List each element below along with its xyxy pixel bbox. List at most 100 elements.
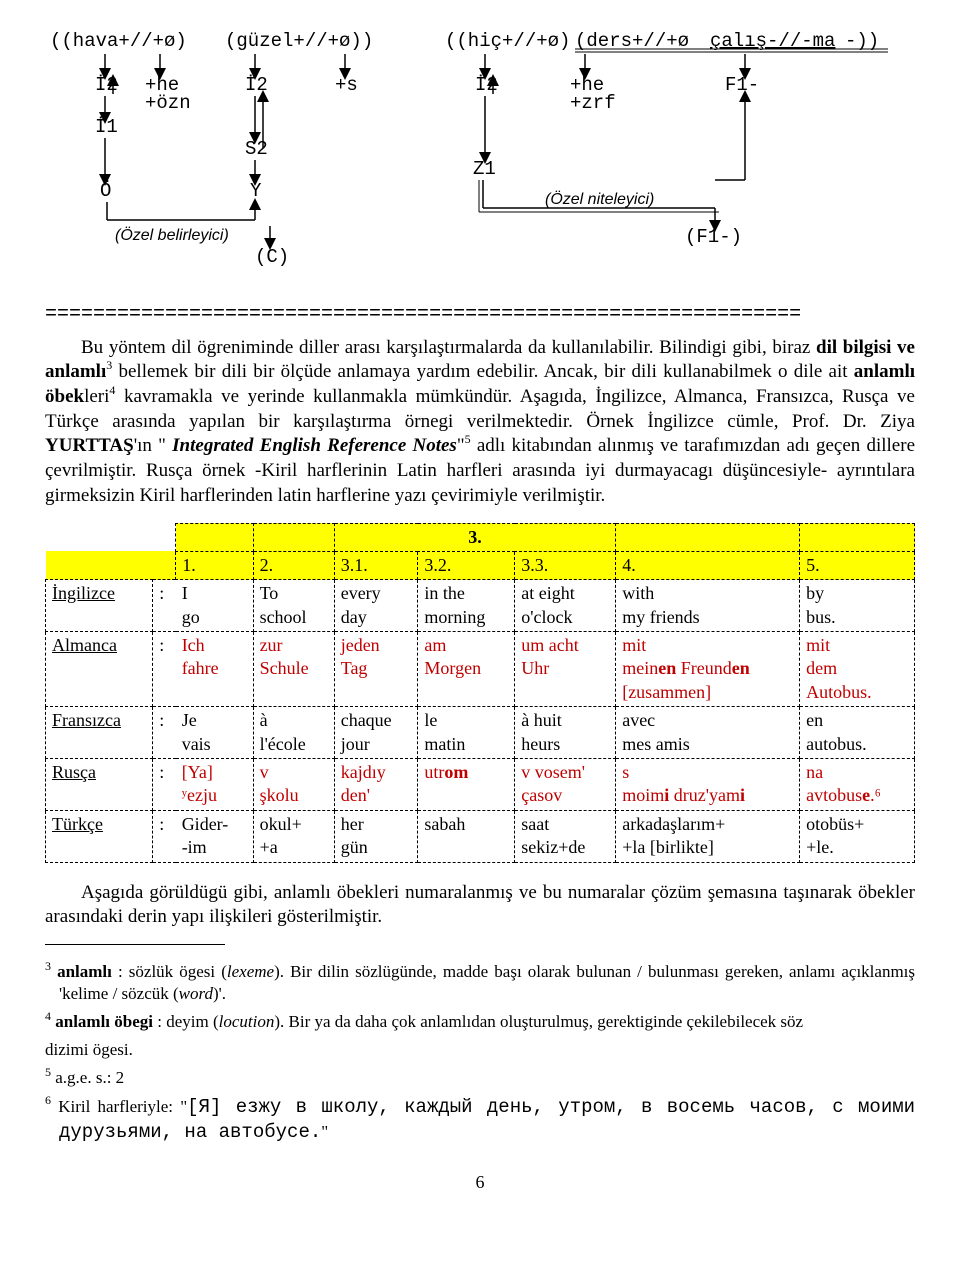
data-cell: Toschool xyxy=(253,580,334,632)
data-cell: at eighto'clock xyxy=(515,580,616,632)
syntax-diagram: ((hava+//+ø) (güzel+//+ø)) ((hiç+//+ø) (… xyxy=(45,30,915,298)
p1s2: 4 xyxy=(109,383,115,397)
svg-text:Z1: Z1 xyxy=(473,158,496,180)
p1a: Bu yöntem dil ögreniminde diller arası k… xyxy=(81,337,816,358)
data-cell: hergün xyxy=(334,810,418,862)
lang-cell: Rusça xyxy=(46,759,153,811)
lang-cell: Fransızca xyxy=(46,707,153,759)
table-header-row: 1. 2. 3.1. 3.2. 3.3. 4. 5. xyxy=(46,551,915,579)
data-cell: in themorning xyxy=(418,580,515,632)
data-cell: Igo xyxy=(176,580,253,632)
svg-text:(C): (C) xyxy=(255,246,289,268)
data-cell: amMorgen xyxy=(418,632,515,707)
footnote-3: 3 anlamlıanlamlı : sözlük ögesi ( : sözl… xyxy=(45,961,915,1005)
data-cell: Ichfahre xyxy=(176,632,253,707)
p1c: bellemek bir dili bir ölçüde anlamaya ya… xyxy=(118,361,853,382)
data-cell: saatsekiz+de xyxy=(515,810,616,862)
h4: 4. xyxy=(616,551,800,579)
fn3-i1: lexeme xyxy=(227,962,274,981)
colon-cell: : xyxy=(153,707,176,759)
data-cell: v vosem'çasov xyxy=(515,759,616,811)
h32: 3.2. xyxy=(418,551,515,579)
svg-text:+özn: +özn xyxy=(145,92,191,114)
fn4-rest: ). Bir ya da daha çok anlamlıdan oluştur… xyxy=(274,1012,803,1031)
svg-text:İ2: İ2 xyxy=(95,74,118,96)
data-cell: everyday xyxy=(334,580,418,632)
svg-text:(Özel niteleyici): (Özel niteleyici) xyxy=(545,190,654,208)
h33: 3.3. xyxy=(515,551,616,579)
data-cell: zurSchule xyxy=(253,632,334,707)
svg-text:S2: S2 xyxy=(245,138,268,160)
data-cell: vşkolu xyxy=(253,759,334,811)
svg-text:F1-: F1- xyxy=(725,74,759,96)
data-cell: utrom xyxy=(418,759,515,811)
table-row: Türkçe:Gider--imokul++ahergünsabahsaatse… xyxy=(46,810,915,862)
data-cell: sabah xyxy=(418,810,515,862)
svg-text:Y: Y xyxy=(250,180,262,202)
colon-cell: : xyxy=(153,759,176,811)
header-3: 3. xyxy=(334,523,616,551)
footnote-5: 5 a.g.e. s.: 2 xyxy=(45,1067,915,1089)
svg-text:İ2: İ2 xyxy=(245,74,268,96)
table-row: Almanca:IchfahrezurSchulejedenTagamMorge… xyxy=(46,632,915,707)
table-row: Fransızca:Jevaisàl'écolechaquejourlemati… xyxy=(46,707,915,759)
fn4-i: locution xyxy=(219,1012,275,1031)
data-cell: lematin xyxy=(418,707,515,759)
lang-cell: Türkçe xyxy=(46,810,153,862)
table-row: İngilizce:IgoToschooleverydayin themorni… xyxy=(46,580,915,632)
p1s3: 5 xyxy=(465,432,471,446)
footnote-separator xyxy=(45,944,225,945)
para-2: Aşagıda görüldügü gibi, anlamlı öbekleri… xyxy=(45,881,915,930)
p1s1: 3 xyxy=(106,358,112,372)
data-cell: okul++a xyxy=(253,810,334,862)
svg-text:Ö: Ö xyxy=(100,180,111,202)
svg-text:+zrf: +zrf xyxy=(570,92,616,114)
comparison-table: 3. 1. 2. 3.1. 3.2. 3.3. 4. 5. İngilizce:… xyxy=(45,523,915,863)
svg-text:İ1: İ1 xyxy=(95,116,118,138)
svg-text:İ2: İ2 xyxy=(475,74,498,96)
h31: 3.1. xyxy=(334,551,418,579)
svg-text:((hiç+//+ø): ((hiç+//+ø) xyxy=(445,30,570,52)
fn3-e: )'. xyxy=(213,984,226,1003)
data-cell: àl'école xyxy=(253,707,334,759)
data-cell: mitdemAutobus. xyxy=(800,632,915,707)
data-cell: bybus. xyxy=(800,580,915,632)
lang-cell: Almanca xyxy=(46,632,153,707)
section-divider: ========================================… xyxy=(45,302,915,328)
data-cell: jedenTag xyxy=(334,632,418,707)
data-cell: à huitheurs xyxy=(515,707,616,759)
data-cell: avecmes amis xyxy=(616,707,800,759)
colon-cell: : xyxy=(153,810,176,862)
page-number: 6 xyxy=(45,1171,915,1194)
data-cell: um achtUhr xyxy=(515,632,616,707)
intro-paragraph: Bu yöntem dil ögreniminde diller arası k… xyxy=(45,336,915,509)
h1: 1. xyxy=(176,551,253,579)
p1i: Integrated English Reference Notes xyxy=(172,435,457,456)
svg-text:(Özel belirleyici): (Özel belirleyici) xyxy=(115,226,229,244)
fn3-i2: word xyxy=(179,984,213,1003)
data-cell: arkadaşlarım++la [birlikte] xyxy=(616,810,800,862)
data-cell: otobüs++le. xyxy=(800,810,915,862)
data-cell: mitmeinen Freunden[zusammen] xyxy=(616,632,800,707)
lang-cell: İngilizce xyxy=(46,580,153,632)
data-cell: smoimi druz'yami xyxy=(616,759,800,811)
p1h: 'ın " xyxy=(134,435,166,456)
svg-text:(güzel+//+ø)): (güzel+//+ø)) xyxy=(225,30,373,52)
fn6c: " xyxy=(321,1122,328,1141)
footnote-4: 4 anlamlı öbegi : deyim (locution). Bir … xyxy=(45,1011,915,1033)
svg-text:+s: +s xyxy=(335,74,358,96)
data-cell: Gider--im xyxy=(176,810,253,862)
colon-cell: : xyxy=(153,632,176,707)
fn6b: [Я] езжу в школу, каждый день, утром, в … xyxy=(59,1096,915,1143)
footnotes: 3 anlamlıanlamlı : sözlük ögesi ( : sözl… xyxy=(45,961,915,1145)
data-cell: naavtobuse.⁶ xyxy=(800,759,915,811)
h2: 2. xyxy=(253,551,334,579)
colon-cell: : xyxy=(153,580,176,632)
data-cell: Jevais xyxy=(176,707,253,759)
table-row: Rusça:[Ya]ʸezjuvşkolukajdıyden'utromv vo… xyxy=(46,759,915,811)
fn5: a.g.e. s.: 2 xyxy=(55,1068,124,1087)
svg-text:((hava+//+ø): ((hava+//+ø) xyxy=(50,30,187,52)
p1e: leri xyxy=(84,386,109,407)
p1g: YURTTAŞ xyxy=(45,435,134,456)
data-cell: kajdıyden' xyxy=(334,759,418,811)
